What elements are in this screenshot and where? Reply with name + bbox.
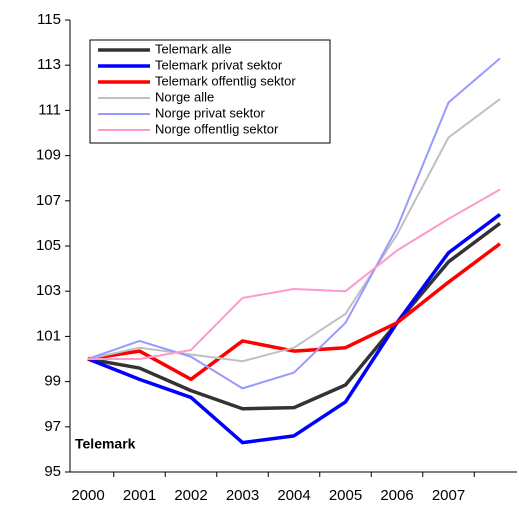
legend-label: Norge privat sektor [155, 105, 265, 120]
legend-label: Telemark offentlig sektor [155, 73, 296, 88]
legend-label: Norge offentlig sektor [155, 121, 279, 136]
legend-label: Telemark privat sektor [155, 57, 283, 72]
y-tick-label: 101 [36, 327, 61, 344]
series-line [88, 188, 501, 360]
x-tick-label: 2006 [380, 487, 413, 504]
x-tick-label: 2003 [226, 487, 259, 504]
legend-box [89, 39, 331, 144]
x-tick-label: 2005 [329, 487, 362, 504]
legend-label: Norge alle [155, 89, 214, 104]
y-tick-label: 105 [36, 237, 61, 254]
series-line [87, 212, 502, 445]
y-tick-label: 95 [44, 463, 61, 480]
series-line [87, 221, 502, 411]
y-tick-label: 109 [36, 147, 61, 164]
x-tick-label: 2001 [123, 487, 156, 504]
y-tick-label: 115 [37, 11, 61, 28]
y-tick-label: 111 [38, 101, 61, 118]
x-tick-label: 2007 [432, 487, 465, 504]
y-tick-label: 97 [44, 418, 61, 435]
x-tick-label: 2004 [277, 487, 310, 504]
y-tick-label: 103 [36, 282, 61, 299]
x-tick-label: 2002 [174, 487, 207, 504]
x-tick-label: 2000 [71, 487, 104, 504]
y-tick-label: 107 [36, 192, 61, 209]
annotation: Telemark [75, 436, 136, 452]
legend-label: Telemark alle [155, 41, 232, 56]
series-line [87, 57, 501, 390]
y-tick-label: 99 [44, 373, 61, 390]
y-tick-label: 113 [37, 56, 61, 73]
series-line [87, 98, 501, 363]
series-line [87, 242, 502, 382]
